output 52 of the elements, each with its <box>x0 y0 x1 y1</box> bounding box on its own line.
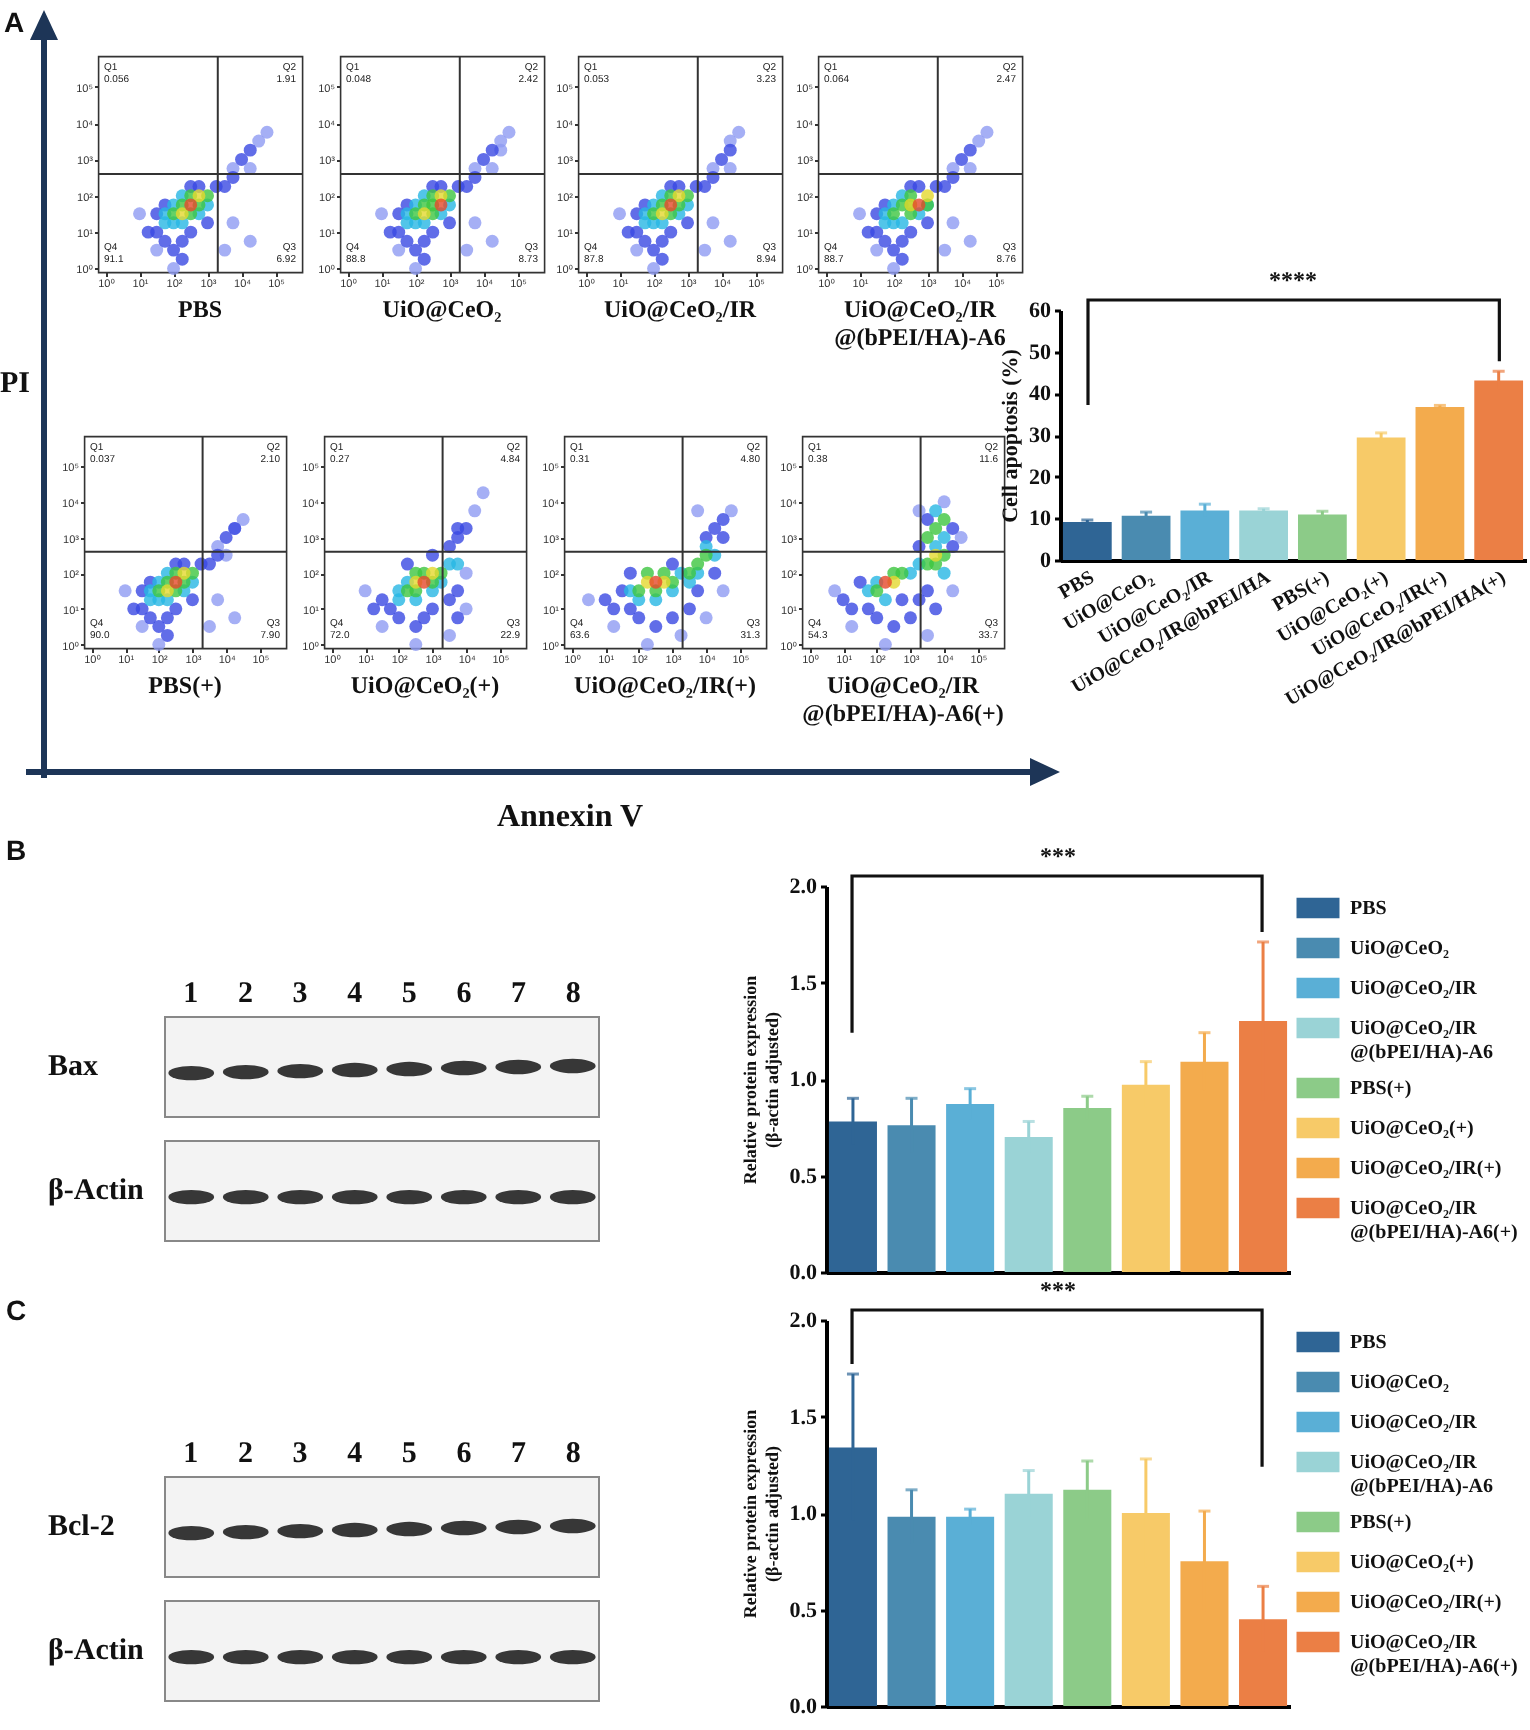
legend-label: UiO@CeO₂/IR @(bPEI/HA)-A6(+) <box>1350 1632 1518 1678</box>
legend-label: UiO@CeO₂(+) <box>1350 1118 1474 1140</box>
y-tick-label: 1.5 <box>789 971 818 996</box>
category-label: β-Actin <box>48 1174 144 1206</box>
legend-label: UiO@CeO₂/IR @(bPEI/HA)-A6 <box>1350 1018 1494 1064</box>
category-label: Bax <box>48 1050 99 1082</box>
y-tick-label: 40 <box>1029 382 1052 407</box>
text: Annexin V <box>496 800 644 836</box>
legend-label: UiO@CeO₂/IR @(bPEI/HA)-A6(+) <box>1350 1198 1518 1244</box>
text: **** <box>1269 266 1317 296</box>
legend-label: PBS(+) <box>1350 1078 1412 1100</box>
y-tick-label: 0 <box>1040 549 1052 573</box>
y-tick-label: 10 <box>1029 507 1052 532</box>
text: 1 2 3 4 5 6 7 8 <box>183 1438 581 1472</box>
legend-label: UiO@CeO₂/IR @(bPEI/HA)-A6 <box>1350 1452 1494 1498</box>
text: UiO@CeO₂/IR @(bPEI/HA)-A6(+) <box>802 671 1004 727</box>
y-tick-label: 30 <box>1029 424 1052 448</box>
text: C <box>6 1294 27 1326</box>
legend-label: UiO@CeO₂/IR(+) <box>1350 1158 1502 1180</box>
legend-label: UiO@CeO₂/IR <box>1350 1412 1479 1434</box>
text: PI <box>0 368 30 402</box>
y-axis-title: Cell apoptosis (%) <box>999 348 1023 523</box>
legend-label: UiO@CeO₂ <box>1350 938 1450 960</box>
legend-label: PBS(+) <box>1350 1512 1412 1534</box>
y-tick-label: 60 <box>1029 299 1052 323</box>
text: 1 2 3 4 5 6 7 8 <box>183 978 581 1012</box>
y-axis-title: Relative protein expression (β-actin adjusted) <box>739 975 782 1185</box>
legend-label: UiO@CeO₂(+) <box>1350 1552 1474 1574</box>
y-tick-label: 20 <box>1029 465 1052 490</box>
y-tick-label: 0.5 <box>789 1598 818 1623</box>
y-tick-label: 0.0 <box>789 1261 818 1285</box>
text: UiO@CeO₂/IR @(bPEI/HA)-A6 <box>834 295 1006 351</box>
text: *** <box>1040 1276 1076 1306</box>
legend-label: UiO@CeO₂ <box>1350 1372 1450 1394</box>
legend-label: PBS <box>1350 898 1388 920</box>
text: *** <box>1040 842 1076 872</box>
category-label: β-Actin <box>48 1634 144 1666</box>
y-tick-label: 1.0 <box>789 1502 818 1526</box>
category-label: Bcl-2 <box>48 1510 115 1542</box>
y-tick-label: 2.0 <box>789 875 818 899</box>
legend-label: PBS <box>1350 1332 1388 1354</box>
legend-label: UiO@CeO₂/IR(+) <box>1350 1592 1502 1614</box>
text: A <box>4 6 25 38</box>
y-tick-label: 1.0 <box>789 1068 818 1092</box>
y-axis-title: Relative protein expression (β-actin adjusted) <box>739 1409 782 1619</box>
y-tick-label: 0.5 <box>789 1164 818 1189</box>
y-tick-label: 1.5 <box>789 1405 818 1430</box>
text: B <box>6 834 27 866</box>
y-tick-label: 2.0 <box>789 1309 818 1333</box>
legend-label: UiO@CeO₂/IR <box>1350 978 1479 1000</box>
y-tick-label: 50 <box>1029 340 1052 365</box>
y-tick-label: 0.0 <box>789 1695 818 1719</box>
